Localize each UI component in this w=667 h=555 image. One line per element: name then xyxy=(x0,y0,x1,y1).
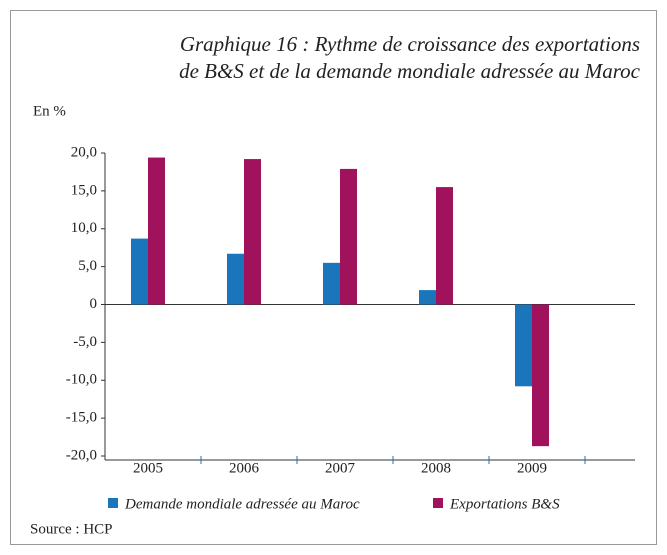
y-tick-label: -15,0 xyxy=(66,410,97,426)
y-tick-label: 20,0 xyxy=(71,144,97,160)
bar xyxy=(148,157,165,305)
y-tick-label: -5,0 xyxy=(73,334,97,350)
legend-label: Exportations B&S xyxy=(449,496,560,512)
bar xyxy=(532,304,549,447)
y-tick-label: 10,0 xyxy=(71,220,97,236)
bar xyxy=(244,159,261,305)
y-tick-label: 0 xyxy=(90,296,98,312)
bar xyxy=(131,238,148,305)
y-axis-label: En % xyxy=(33,103,66,119)
bar xyxy=(227,253,244,305)
source: Source : HCP xyxy=(30,521,113,537)
legend-label: Demande mondiale adressée au Maroc xyxy=(124,496,360,512)
legend-swatch xyxy=(108,498,118,508)
bar xyxy=(515,304,532,387)
bar xyxy=(436,187,453,305)
y-tick-label: 5,0 xyxy=(78,258,97,274)
bar xyxy=(340,168,357,305)
x-tick-label: 2007 xyxy=(325,460,356,476)
bar xyxy=(419,290,436,305)
x-tick-label: 2005 xyxy=(133,460,163,476)
chart-title: Graphique 16 : Rythme de croissance des … xyxy=(180,32,640,56)
chart-title: de B&S et de la demande mondiale adressé… xyxy=(179,59,641,83)
bar xyxy=(323,262,340,305)
x-tick-label: 2009 xyxy=(517,460,547,476)
legend-swatch xyxy=(433,498,443,508)
x-tick-label: 2008 xyxy=(421,460,451,476)
y-tick-label: 15,0 xyxy=(71,182,97,198)
frame xyxy=(10,10,657,545)
x-tick-label: 2006 xyxy=(229,460,260,476)
y-tick-label: -20,0 xyxy=(66,447,97,463)
y-tick-label: -10,0 xyxy=(66,372,97,388)
